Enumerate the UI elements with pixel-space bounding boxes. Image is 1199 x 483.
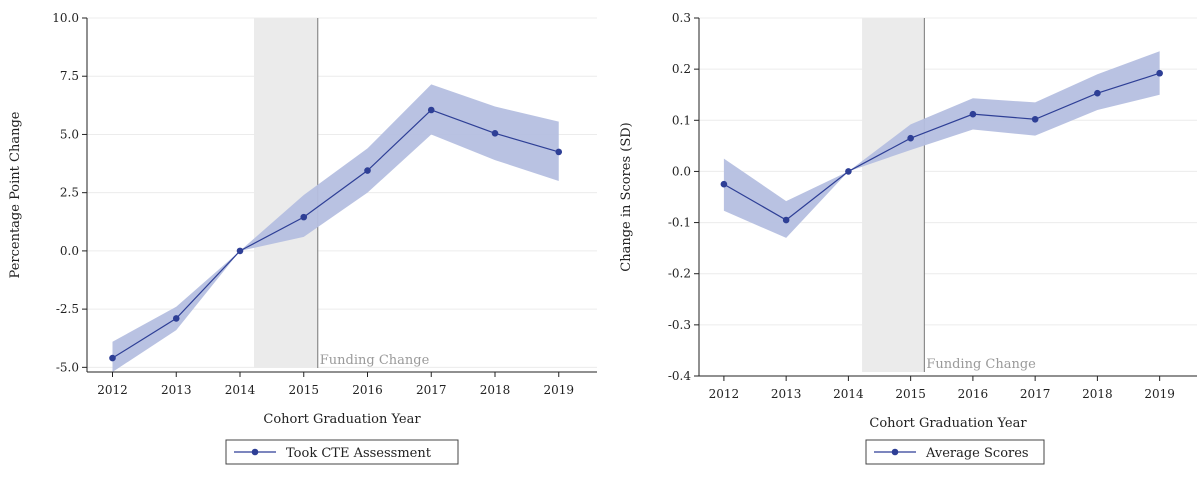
data-point-2014 [236,247,244,255]
legend-label: Average Scores [925,446,1029,461]
data-point-2017 [427,106,435,114]
x-tick-label: 2014 [833,387,864,401]
x-tick-label: 2012 [97,383,128,397]
y-tick-label: 0.3 [672,11,691,25]
x-tick-label: 2019 [1144,387,1175,401]
legend: Average Scores [865,439,1045,465]
y-tick-label: 7.5 [60,69,79,83]
chart-cte-assessment: Funding Change -5.0 -2.5 0.0 2.5 5.0 7.5 10.0 20… [8,11,597,465]
data-point-2012 [109,354,116,362]
y-tick-label: -5.0 [56,360,79,374]
x-tick-label: 2014 [225,383,256,397]
data-point-2013 [172,315,180,322]
legend: Took CTE Assessment [225,439,459,465]
y-axis-title: Change in Scores (SD) [619,122,634,271]
x-tick-label: 2013 [771,387,802,401]
y-tick-label: 0.2 [672,62,691,76]
data-point-2019 [1156,69,1163,77]
x-tick-label: 2018 [480,383,511,397]
y-tick-label: 10.0 [52,11,79,25]
x-tick-label: 2019 [543,383,574,397]
y-tick-label: -2.5 [56,302,79,316]
x-tick-label: 2013 [161,383,192,397]
funding-change-label: Funding Change [926,357,1036,372]
y-tick-label: 0.1 [672,113,691,127]
series-line [723,72,1160,221]
x-tick-label: 2015 [288,383,319,397]
y-tick-label: 0.0 [60,244,79,258]
y-tick-label: 0.0 [672,164,691,178]
y-tick-label: -0.2 [668,267,691,281]
x-tick-label: 2015 [895,387,926,401]
x-tick-label: 2017 [1020,387,1051,401]
legend-marker [251,448,259,456]
data-point-2017 [1031,115,1039,123]
confidence-band [723,51,1160,238]
x-tick-label: 2012 [709,387,740,401]
data-point-2014 [845,168,852,175]
series-line [112,109,559,359]
y-axis-title: Percentage Point Change [8,111,23,278]
legend-label: Took CTE Assessment [286,446,432,461]
data-point-2012 [720,180,728,188]
data-point-2016 [364,167,371,174]
data-point-2016 [969,110,977,118]
x-axis-title: Cohort Graduation Year [869,416,1027,431]
y-tick-label: 5.0 [60,127,79,141]
shaded-period [862,18,925,372]
y-tick-label: 2.5 [60,186,79,200]
funding-change-label: Funding Change [320,353,430,368]
x-tick-label: 2016 [352,383,383,397]
data-point-2015 [300,213,308,221]
y-tick-label: -0.4 [668,369,692,383]
data-point-2019 [555,148,563,156]
legend-marker [891,448,899,456]
x-tick-label: 2018 [1082,387,1113,401]
chart-average-scores: Funding Change -0.4 -0.3 -0.2 -0.1 0.0 0.1 0.2 0… [619,11,1197,465]
y-tick-label: -0.1 [668,216,691,230]
y-tick-label: -0.3 [668,318,691,332]
confidence-band [112,84,559,372]
data-point-2018 [491,129,499,137]
data-point-2015 [907,134,914,142]
x-tick-label: 2017 [416,383,447,397]
x-axis-title: Cohort Graduation Year [263,412,421,427]
x-tick-label: 2016 [958,387,989,401]
data-point-2013 [782,216,790,224]
data-point-2018 [1094,89,1101,97]
